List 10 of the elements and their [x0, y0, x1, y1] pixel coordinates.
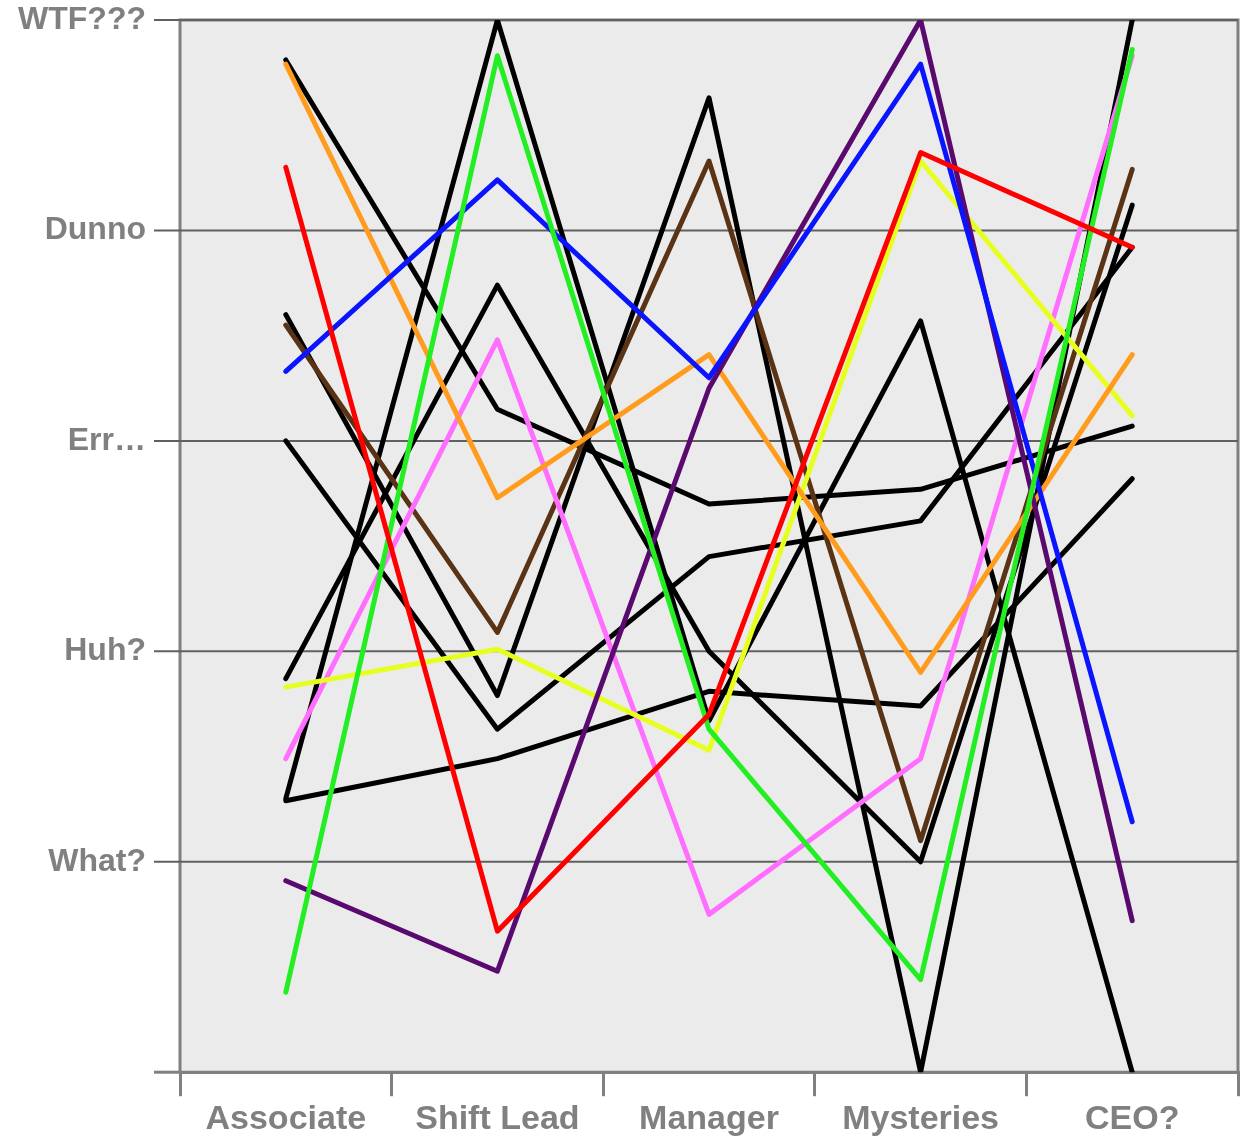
x-tick-label: Manager — [639, 1097, 779, 1136]
x-tick-label: Associate — [205, 1097, 367, 1136]
ref-line-label: Huh? — [64, 631, 146, 668]
ref-line-label: What? — [48, 841, 146, 878]
x-tick-label: CEO? — [1084, 1097, 1180, 1136]
ref-line-label: Err… — [67, 420, 146, 457]
x-tick-label: Mysteries — [842, 1097, 1000, 1136]
ref-line-label: WTF??? — [18, 0, 146, 36]
ref-line-label: Dunno — [44, 210, 146, 247]
x-tick-label: Shift Lead — [415, 1097, 580, 1136]
